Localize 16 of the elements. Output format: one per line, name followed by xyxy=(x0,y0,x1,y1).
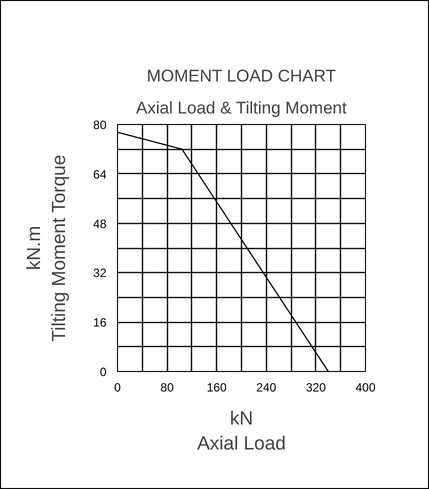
x-tick-label: 80 xyxy=(160,380,174,394)
chart-subtitle: Axial Load & Tilting Moment xyxy=(136,98,347,118)
y-tick-label: 0 xyxy=(100,365,107,379)
y-tick-label: 32 xyxy=(93,266,107,280)
y-tick-label: 64 xyxy=(93,167,107,182)
x-tick-label: 400 xyxy=(355,380,376,394)
x-tick-label: 0 xyxy=(114,380,122,394)
y-tick-label: 48 xyxy=(93,216,107,231)
y-tick-label: 80 xyxy=(93,118,107,132)
chart-title: MOMENT LOAD CHART xyxy=(146,66,336,86)
y-tick-label: 16 xyxy=(93,316,107,330)
x-axis-title: kN Axial Load xyxy=(197,408,286,455)
x-tick-label: 160 xyxy=(206,380,228,394)
y-axis-title: kN.m Tilting Moment Torque xyxy=(24,154,70,342)
x-tick-label: 320 xyxy=(306,380,326,394)
x-tick-label: 240 xyxy=(256,380,277,394)
